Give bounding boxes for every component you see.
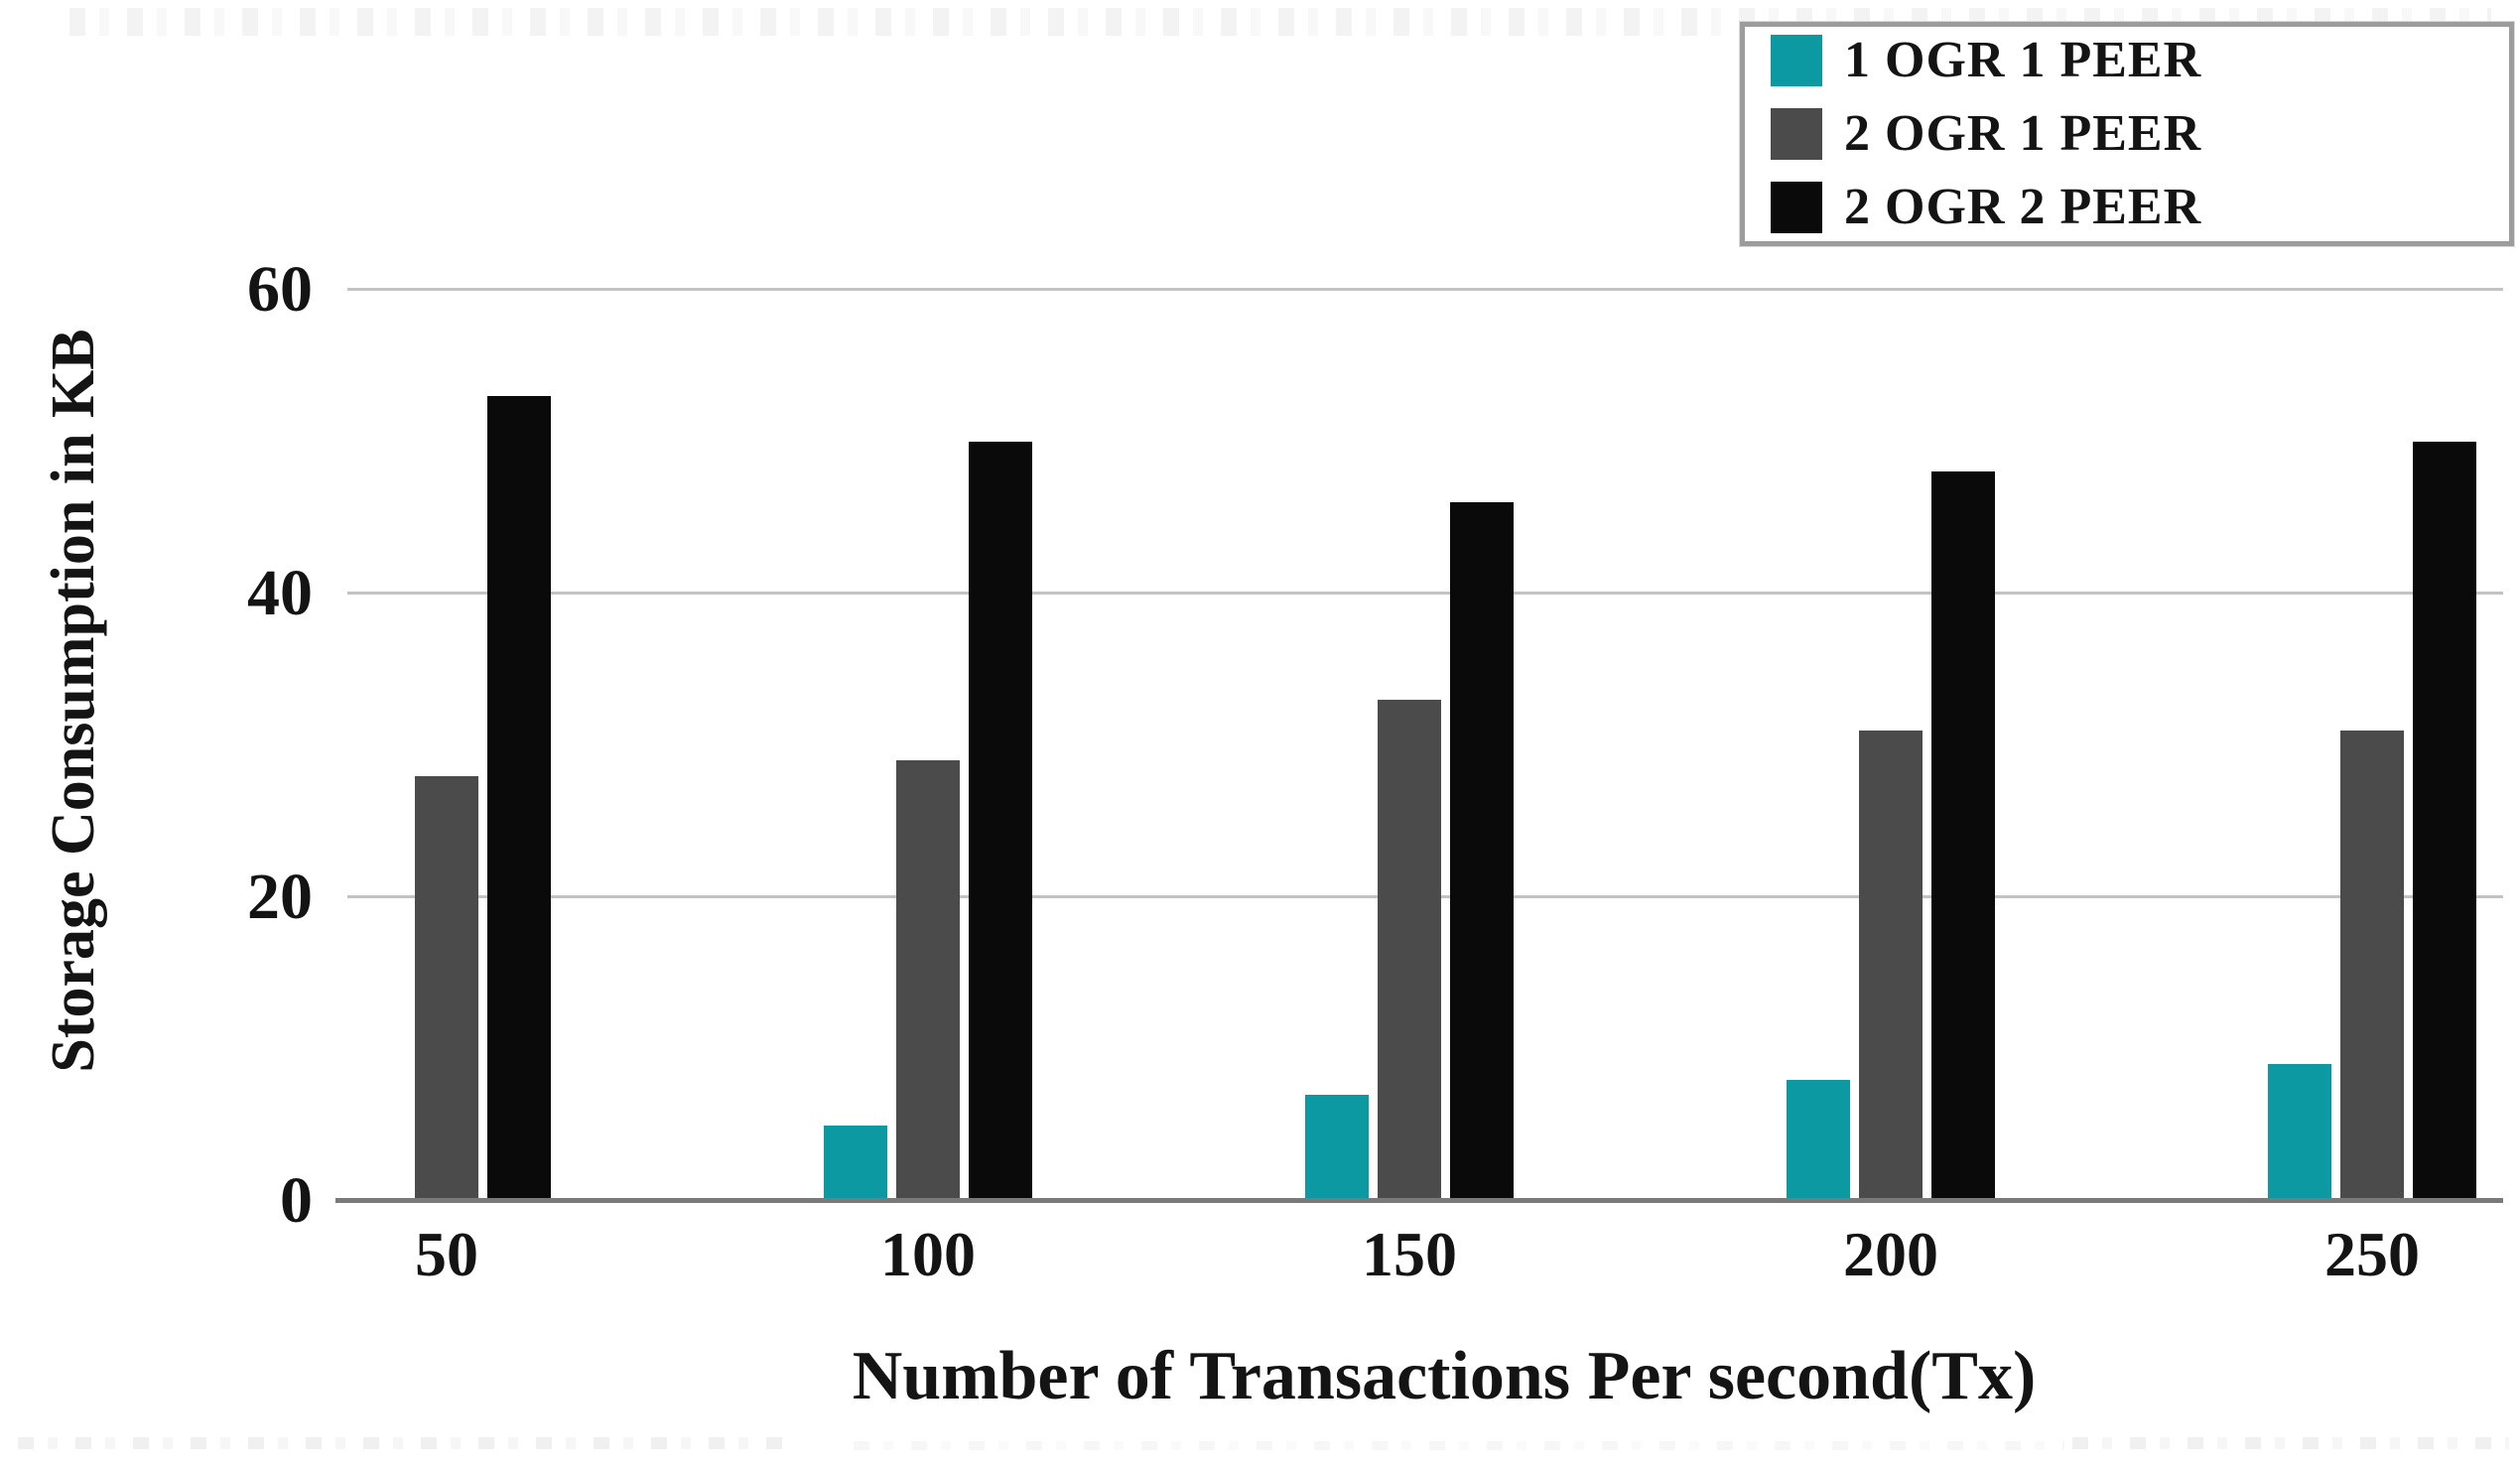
legend-swatch (1771, 35, 1822, 86)
y-tick-label-60: 60 (247, 252, 313, 326)
y-axis-title: Storage Consumption in KB (40, 329, 107, 1073)
x-axis-line (335, 1198, 2503, 1203)
scan-artifact-bottom-right (2072, 1437, 2509, 1449)
bar-1-ogr-1-peer-x150 (1305, 1094, 1369, 1201)
bar-group-150 (1305, 502, 1514, 1201)
bar-group-100 (824, 441, 1032, 1201)
bar-2-ogr-1-peer-x150 (1378, 700, 1441, 1201)
legend-item-2-ogr-1-peer: 2 OGR 1 PEER (1771, 108, 2509, 160)
legend-swatch (1771, 108, 1822, 160)
legend-item-2-ogr-2-peer: 2 OGR 2 PEER (1771, 182, 2509, 233)
bar-2-ogr-2-peer-x100 (969, 441, 1032, 1201)
bar-1-ogr-1-peer-x200 (1787, 1079, 1850, 1201)
legend: 1 OGR 1 PEER 2 OGR 1 PEER 2 OGR 2 PEER (1739, 21, 2515, 247)
legend-label: 1 OGR 1 PEER (1844, 32, 2202, 88)
bar-group-200 (1787, 471, 1995, 1201)
y-tick-label-20: 20 (247, 860, 313, 933)
y-tick-label-0: 0 (280, 1164, 313, 1237)
scan-artifact-bottom-mid (854, 1441, 2064, 1450)
bar-2-ogr-2-peer-x250 (2413, 441, 2476, 1201)
x-axis-title: Number of Transactions Per second(Tx) (852, 1338, 2037, 1414)
x-tick-label-150: 150 (1362, 1219, 1457, 1289)
bar-1-ogr-1-peer-x100 (824, 1125, 887, 1201)
plot-area (335, 199, 2503, 1203)
legend-item-1-ogr-1-peer: 1 OGR 1 PEER (1771, 35, 2509, 86)
bar-2-ogr-1-peer-x250 (2340, 730, 2404, 1201)
legend-label: 2 OGR 2 PEER (1844, 179, 2202, 235)
bar-2-ogr-2-peer-x150 (1450, 502, 1514, 1201)
x-tick-label-250: 250 (2324, 1219, 2420, 1289)
bar-2-ogr-1-peer-x200 (1859, 730, 1923, 1201)
x-tick-label-50: 50 (415, 1219, 478, 1289)
bar-2-ogr-1-peer-x100 (896, 760, 960, 1201)
bar-2-ogr-1-peer-x50 (415, 775, 478, 1201)
gridline-y-60 (347, 288, 2503, 292)
bar-group-250 (2268, 441, 2476, 1201)
gridline-y-40 (347, 592, 2503, 596)
y-tick-label-40: 40 (247, 556, 313, 629)
x-tick-label-200: 200 (1843, 1219, 1938, 1289)
bar-2-ogr-2-peer-x50 (487, 395, 551, 1201)
x-tick-label-100: 100 (880, 1219, 976, 1289)
legend-label: 2 OGR 1 PEER (1844, 105, 2202, 162)
legend-swatch (1771, 182, 1822, 233)
bar-group-50 (342, 395, 551, 1201)
scan-artifact-bottom-left (18, 1437, 782, 1449)
bar-1-ogr-1-peer-x250 (2268, 1064, 2331, 1201)
bar-2-ogr-2-peer-x200 (1931, 471, 1995, 1201)
